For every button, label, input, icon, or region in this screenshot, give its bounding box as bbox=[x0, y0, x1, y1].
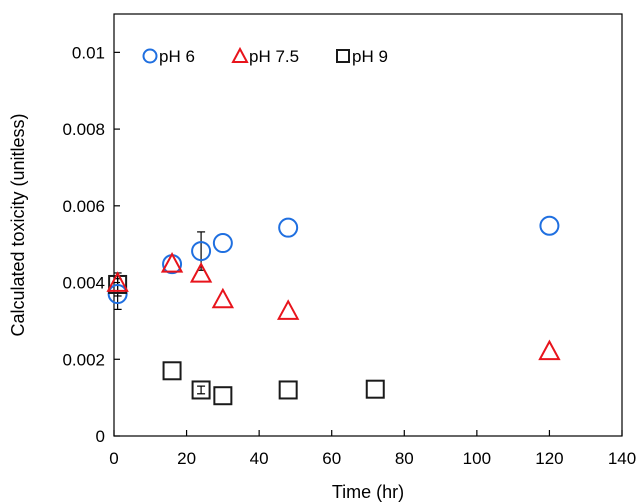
axis-ticks: 0 20 40 60 80 100 120 140 0 0.002 0.004 0.006 0.008 0… bbox=[62, 43, 636, 468]
legend-label-2: pH 9 bbox=[352, 47, 388, 66]
x-tick-label-2: 40 bbox=[250, 449, 269, 468]
point-square-1 bbox=[162, 361, 182, 381]
point-triangle-5 bbox=[538, 339, 561, 361]
x-axis-label: Time (hr) bbox=[332, 482, 404, 502]
error-bars bbox=[113, 231, 206, 395]
point-circle-3 bbox=[212, 233, 233, 254]
point-triangle-0 bbox=[106, 271, 129, 292]
y-tick-label-1: 0.002 bbox=[62, 350, 105, 369]
x-tick-label-7: 140 bbox=[608, 449, 636, 468]
y-tick-label-2: 0.004 bbox=[62, 274, 105, 293]
point-square-3 bbox=[213, 386, 233, 406]
data-markers bbox=[106, 215, 561, 406]
x-tick-label-6: 120 bbox=[535, 449, 563, 468]
y-tick-label-3: 0.006 bbox=[62, 197, 105, 216]
point-square-4 bbox=[278, 380, 298, 400]
point-circle-2 bbox=[191, 241, 212, 262]
point-square-2 bbox=[191, 380, 211, 400]
y-tick-label-4: 0.008 bbox=[62, 120, 105, 139]
x-tick-label-1: 20 bbox=[177, 449, 196, 468]
point-triangle-3 bbox=[211, 287, 235, 309]
point-circle-0 bbox=[107, 284, 128, 305]
legend-label-0: pH 6 bbox=[159, 47, 195, 66]
y-tick-label-0: 0 bbox=[96, 427, 105, 446]
point-triangle-2 bbox=[189, 262, 213, 283]
legend-marker-0 bbox=[142, 48, 158, 64]
y-tick-label-5: 0.01 bbox=[72, 43, 105, 62]
point-square-0 bbox=[108, 274, 128, 294]
point-circle-4 bbox=[278, 217, 299, 238]
plot-area bbox=[113, 13, 623, 437]
point-square-5 bbox=[365, 379, 385, 399]
x-tick-label-0: 0 bbox=[109, 449, 118, 468]
point-triangle-1 bbox=[160, 252, 184, 273]
legend-marker-2 bbox=[336, 49, 350, 63]
point-circle-5 bbox=[539, 215, 560, 236]
x-tick-label-5: 100 bbox=[463, 449, 491, 468]
point-triangle-4 bbox=[276, 299, 300, 320]
y-axis-label: Calculated toxicity (unitless) bbox=[8, 113, 28, 336]
x-tick-label-4: 80 bbox=[395, 449, 414, 468]
legend-label-1: pH 7.5 bbox=[249, 47, 299, 66]
legend-marker-1 bbox=[231, 46, 249, 63]
legend: pH 6 pH 7.5 pH 9 bbox=[142, 46, 388, 66]
x-tick-label-3: 60 bbox=[322, 449, 341, 468]
